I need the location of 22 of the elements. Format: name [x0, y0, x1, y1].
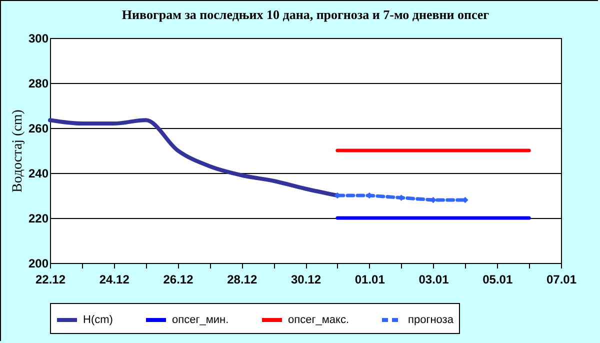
x-tick-label: 07.01: [546, 272, 577, 286]
chart-title: Нивограм за последњих 10 дана, прогноза и 7-мо дневни опсег: [122, 7, 490, 22]
y-tick-label: 200: [28, 256, 49, 270]
y-tick-label: 220: [28, 212, 49, 226]
y-axis-title: Водостај (cm): [10, 109, 26, 192]
y-tick-label: 280: [28, 76, 49, 90]
x-tick-label: 05.01: [482, 272, 513, 286]
x-tick-label: 03.01: [418, 272, 450, 286]
x-tick-label: 26.12: [163, 272, 194, 286]
y-tick-label: 240: [28, 166, 49, 180]
legend-label: H(cm): [83, 314, 113, 326]
x-tick-label: 24.12: [99, 272, 130, 286]
x-tick-label: 01.01: [354, 272, 386, 286]
x-tick-label: 28.12: [227, 272, 258, 286]
x-tick-label: 30.12: [290, 272, 322, 286]
x-tick-label: 22.12: [35, 272, 66, 286]
y-tick-label: 260: [28, 122, 49, 136]
line-series: [48, 118, 340, 198]
legend-label: прогноза: [408, 314, 454, 326]
legend-label: опсег_макс.: [288, 314, 349, 326]
y-tick-label: 300: [28, 32, 49, 46]
legend-label: опсег_мин.: [172, 314, 229, 326]
